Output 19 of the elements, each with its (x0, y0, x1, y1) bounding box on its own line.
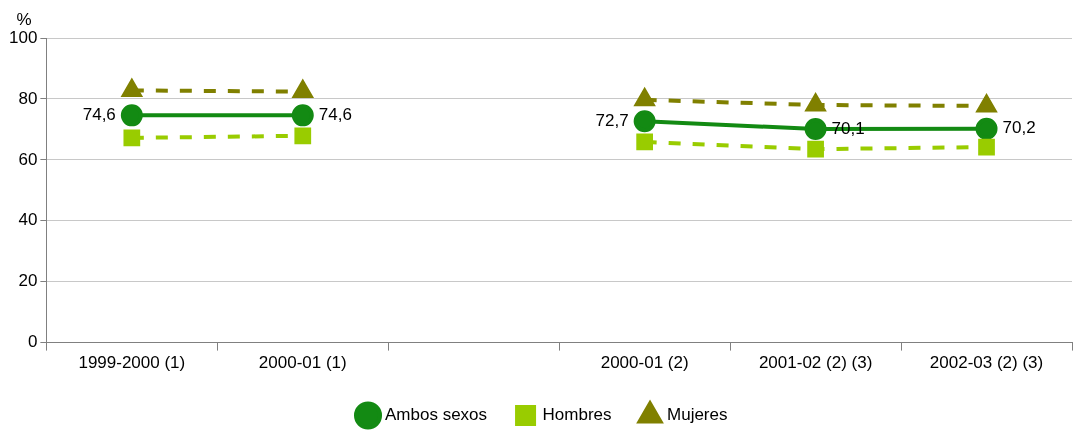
y-tick-label: 20 (18, 271, 38, 291)
legend-label: Mujeres (667, 405, 728, 425)
y-tick-label: 40 (18, 210, 38, 230)
y-tick-label: 80 (18, 88, 38, 108)
data-label: 74,6 (318, 105, 352, 125)
legend-label: Ambos sexos (385, 405, 488, 425)
x-tick-label: 2000-01 (1) (258, 353, 347, 373)
x-tick-label: 2001-02 (2) (3) (758, 353, 873, 373)
x-tick-label: 1999-2000 (1) (78, 353, 186, 373)
x-tick-label: 2000-01 (2) (600, 353, 689, 373)
x-tick-label: 2002-03 (2) (3) (929, 353, 1044, 373)
y-tick-label: 60 (18, 149, 38, 169)
y-axis-title: % (16, 9, 32, 29)
y-tick-label: 100 (8, 27, 38, 47)
data-label: 70,2 (1002, 118, 1036, 138)
data-label: 72,7 (595, 110, 629, 130)
legend-label: Hombres (542, 405, 612, 425)
y-tick-label: 0 (27, 332, 38, 352)
data-label: 74,6 (82, 105, 116, 125)
